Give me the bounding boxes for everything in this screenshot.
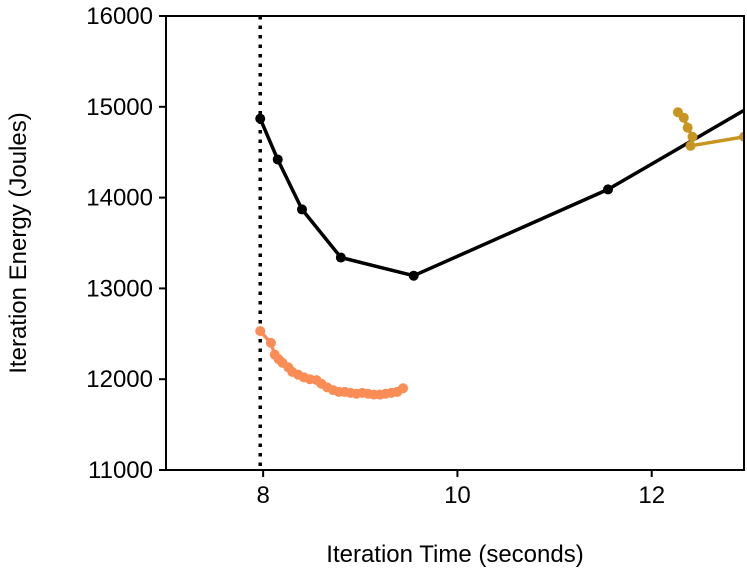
series-line-black xyxy=(258,108,744,278)
x-axis-label: Iteration Time (seconds) xyxy=(326,541,583,568)
y-tick-label: 13000 xyxy=(86,275,153,302)
y-tick-label: 11000 xyxy=(88,457,153,484)
x-tick-label: 8 xyxy=(256,482,269,509)
data-point-gold xyxy=(678,112,689,123)
y-axis-label: Iteration Energy (Joules) xyxy=(5,112,32,373)
data-point-black xyxy=(297,204,307,215)
y-tick-label: 12000 xyxy=(86,366,153,393)
data-point-gold xyxy=(685,140,696,151)
y-tick-label: 14000 xyxy=(86,185,153,212)
data-point-gold xyxy=(682,122,693,133)
data-point-orange xyxy=(265,337,276,348)
data-point-black xyxy=(255,113,266,124)
data-point-black xyxy=(603,184,613,195)
y-tick-label: 16000 xyxy=(86,3,153,30)
data-point-orange xyxy=(255,326,266,337)
plot-frame xyxy=(165,15,745,471)
data-point-black xyxy=(272,154,283,165)
data-point-gold xyxy=(687,131,698,142)
y-tick-label: 15000 xyxy=(86,94,153,121)
x-tick-label: 10 xyxy=(444,482,471,509)
x-tick-label: 12 xyxy=(638,482,665,509)
data-point-gold xyxy=(739,131,744,142)
data-point-black xyxy=(408,270,419,281)
data-point-black xyxy=(335,252,346,263)
data-point-orange xyxy=(398,383,409,394)
